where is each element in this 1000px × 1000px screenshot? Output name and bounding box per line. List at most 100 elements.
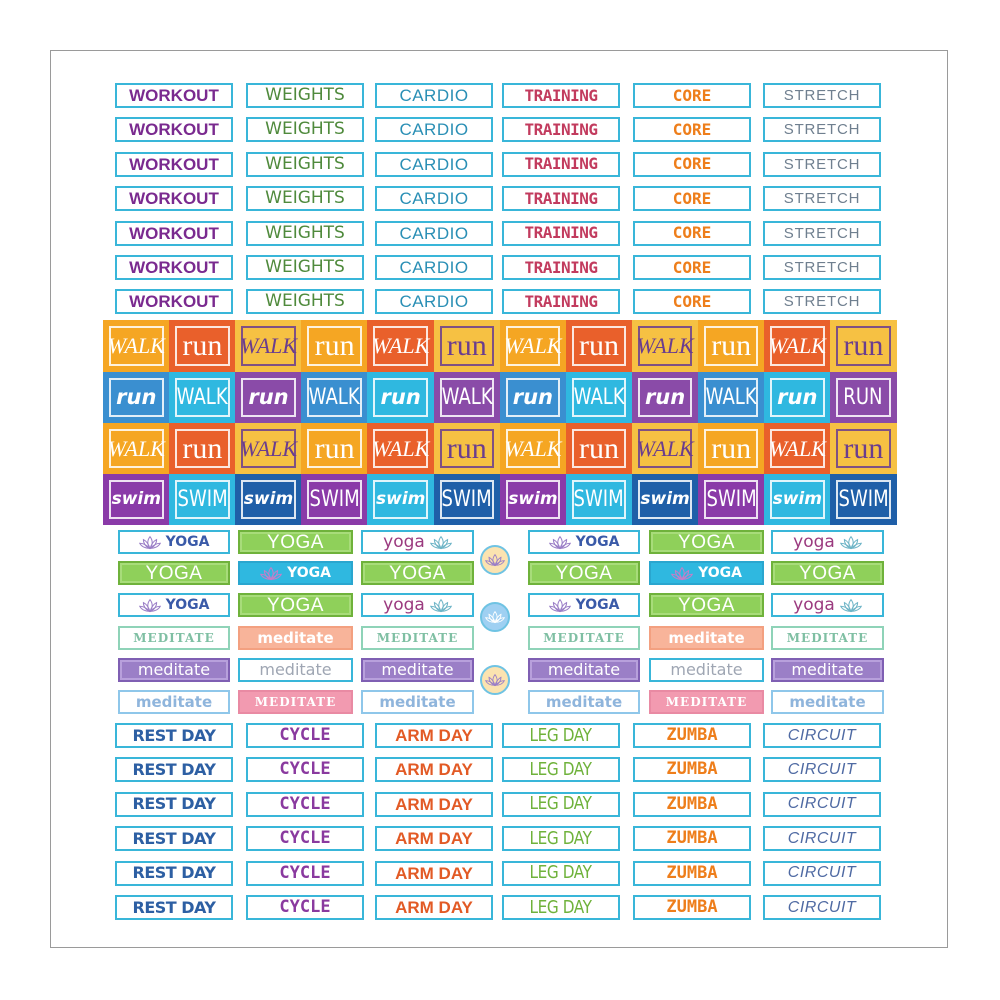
sticker-weights[interactable]: WEIGHTS (246, 83, 364, 108)
tile-walk[interactable]: WALK (565, 372, 633, 423)
sticker-arm-day[interactable]: ARM DAY (375, 757, 493, 783)
tile-run[interactable]: run (830, 423, 897, 474)
tile-run[interactable]: run (301, 423, 368, 474)
sticker-stretch[interactable]: STRETCH (763, 117, 881, 143)
sticker-rest-day[interactable]: REST DAY (115, 895, 233, 920)
sticker-cycle[interactable]: CYCLE (246, 826, 364, 852)
tile-swim[interactable]: SWIM (830, 474, 897, 525)
sticker-training[interactable]: TRAINING (502, 151, 620, 177)
sticker-leg-day[interactable]: LEG DAY (502, 723, 620, 748)
sticker-workout[interactable]: WORKOUT (115, 117, 233, 143)
sticker-arm-day[interactable]: ARM DAY (375, 895, 493, 920)
sticker-weights[interactable]: WEIGHTS (246, 289, 364, 315)
tile-swim[interactable]: swim (103, 474, 170, 525)
tile-swim[interactable]: SWIM (301, 474, 368, 525)
sticker-core[interactable]: CORE (633, 83, 751, 108)
sticker-training[interactable]: TRAINING (502, 289, 620, 315)
sticker-zumba[interactable]: ZUMBA (633, 895, 751, 920)
sticker-circuit[interactable]: CIRCUIT (763, 723, 881, 748)
tile-swim[interactable]: swim (499, 474, 567, 525)
sticker-meditate[interactable]: MEDITATE (238, 690, 353, 714)
sticker-weights[interactable]: WEIGHTS (246, 186, 364, 212)
tile-swim[interactable]: swim (235, 474, 302, 525)
sticker-yoga[interactable]: YOGA (649, 530, 764, 554)
tile-swim[interactable]: swim (631, 474, 699, 525)
tile-swim[interactable]: SWIM (169, 474, 236, 525)
sticker-meditate[interactable]: MEDITATE (118, 626, 230, 650)
tile-swim[interactable]: SWIM (433, 474, 501, 525)
tile-run[interactable]: run (235, 372, 302, 423)
tile-walk[interactable]: WALK (235, 320, 302, 372)
sticker-core[interactable]: CORE (633, 220, 751, 246)
sticker-core[interactable]: CORE (633, 117, 751, 143)
sticker-yoga[interactable]: YOGA (528, 530, 640, 554)
sticker-meditate[interactable]: MEDITATE (361, 626, 474, 650)
tile-run[interactable]: run (301, 320, 368, 372)
sticker-yoga[interactable]: YOGA (238, 530, 353, 554)
sticker-workout[interactable]: WORKOUT (115, 186, 233, 212)
sticker-cycle[interactable]: CYCLE (246, 757, 364, 783)
sticker-rest-day[interactable]: REST DAY (115, 791, 233, 817)
sticker-meditate[interactable]: meditate (118, 690, 230, 714)
sticker-training[interactable]: TRAINING (502, 255, 620, 280)
sticker-rest-day[interactable]: REST DAY (115, 860, 233, 886)
sticker-yoga[interactable]: YOGA (528, 561, 640, 585)
tile-run[interactable]: run (764, 372, 831, 423)
sticker-leg-day[interactable]: LEG DAY (502, 895, 620, 920)
sticker-stretch[interactable]: STRETCH (763, 255, 881, 280)
sticker-cardio[interactable]: CARDIO (375, 220, 493, 246)
tile-run[interactable]: run (565, 423, 633, 474)
sticker-circuit[interactable]: CIRCUIT (763, 895, 881, 920)
tile-walk[interactable]: WALK (301, 372, 368, 423)
tile-run[interactable]: run (631, 372, 699, 423)
sticker-yoga[interactable]: YOGA (649, 593, 764, 617)
sticker-circuit[interactable]: CIRCUIT (763, 791, 881, 817)
sticker-meditate[interactable]: MEDITATE (649, 690, 764, 714)
tile-run[interactable]: run (433, 423, 501, 474)
sticker-core[interactable]: CORE (633, 255, 751, 280)
sticker-arm-day[interactable]: ARM DAY (375, 791, 493, 817)
sticker-yoga[interactable]: yoga (771, 593, 884, 617)
sticker-training[interactable]: TRAINING (502, 117, 620, 143)
sticker-workout[interactable]: WORKOUT (115, 83, 233, 108)
tile-run[interactable]: run (499, 372, 567, 423)
sticker-meditate[interactable]: meditate (238, 626, 353, 650)
sticker-meditate[interactable]: meditate (528, 690, 640, 714)
sticker-meditate[interactable]: meditate (361, 690, 474, 714)
sticker-circuit[interactable]: CIRCUIT (763, 860, 881, 886)
tile-run[interactable]: run (169, 423, 236, 474)
tile-run[interactable]: RUN (830, 372, 897, 423)
sticker-cycle[interactable]: CYCLE (246, 860, 364, 886)
tile-walk[interactable]: WALK (103, 320, 170, 372)
sticker-cardio[interactable]: CARDIO (375, 289, 493, 315)
sticker-meditate[interactable]: MEDITATE (771, 626, 884, 650)
tile-walk[interactable]: WALK (433, 372, 501, 423)
tile-swim[interactable]: SWIM (565, 474, 633, 525)
tile-run[interactable]: run (697, 320, 765, 372)
tile-swim[interactable]: swim (367, 474, 434, 525)
sticker-yoga[interactable]: yoga (771, 530, 884, 554)
sticker-stretch[interactable]: STRETCH (763, 220, 881, 246)
sticker-cardio[interactable]: CARDIO (375, 83, 493, 108)
tile-walk[interactable]: WALK (764, 320, 831, 372)
sticker-training[interactable]: TRAINING (502, 220, 620, 246)
sticker-arm-day[interactable]: ARM DAY (375, 860, 493, 886)
sticker-weights[interactable]: WEIGHTS (246, 255, 364, 280)
tile-walk[interactable]: WALK (235, 423, 302, 474)
sticker-meditate[interactable]: meditate (118, 658, 230, 682)
tile-walk[interactable]: WALK (499, 320, 567, 372)
sticker-rest-day[interactable]: REST DAY (115, 826, 233, 852)
sticker-yoga[interactable]: YOGA (361, 561, 474, 585)
sticker-meditate[interactable]: meditate (649, 626, 764, 650)
sticker-cardio[interactable]: CARDIO (375, 255, 493, 280)
tile-walk[interactable]: WALK (367, 423, 434, 474)
sticker-training[interactable]: TRAINING (502, 186, 620, 212)
sticker-rest-day[interactable]: REST DAY (115, 757, 233, 783)
sticker-circuit[interactable]: CIRCUIT (763, 826, 881, 852)
sticker-stretch[interactable]: STRETCH (763, 83, 881, 108)
sticker-weights[interactable]: WEIGHTS (246, 220, 364, 246)
sticker-yoga[interactable]: YOGA (528, 593, 640, 617)
sticker-zumba[interactable]: ZUMBA (633, 723, 751, 748)
sticker-leg-day[interactable]: LEG DAY (502, 826, 620, 852)
sticker-core[interactable]: CORE (633, 151, 751, 177)
